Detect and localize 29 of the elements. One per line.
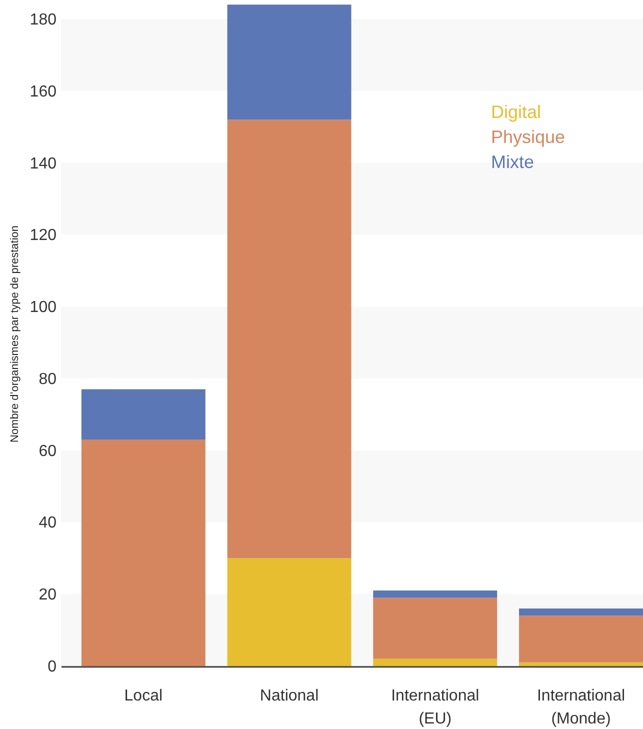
x-tick-label: Local [124,688,163,704]
text: Digital [491,102,542,122]
y-tick-label: 40 [38,514,57,532]
bar [373,590,498,598]
x-tick-label: International (Monde) [536,688,626,728]
y-tick-label: 160 [30,83,57,100]
bar [81,389,206,440]
bar [519,662,643,666]
y-tick-label: 120 [30,227,57,244]
y-tick-label: 60 [38,442,57,460]
x-tick-label: National [260,688,319,704]
text: Mixte [491,152,534,172]
y-tick-label: 20 [38,586,57,604]
y-tick-label: 80 [38,370,57,388]
bar [81,440,206,666]
bar [227,558,352,666]
y-tick-label: 180 [30,11,57,28]
bar [519,608,643,616]
x-tick-label: International (EU) [391,688,480,728]
bar [227,4,352,120]
bar [227,120,352,558]
bar [519,616,643,662]
y-axis-title: Nombre d’organismes par type de prestation [8,225,21,443]
y-tick-label: 100 [30,299,57,316]
y-tick-label: 0 [48,658,57,676]
text: Physique [491,127,566,147]
bar [373,658,498,666]
bar [373,598,498,659]
y-tick-label: 140 [30,155,57,172]
